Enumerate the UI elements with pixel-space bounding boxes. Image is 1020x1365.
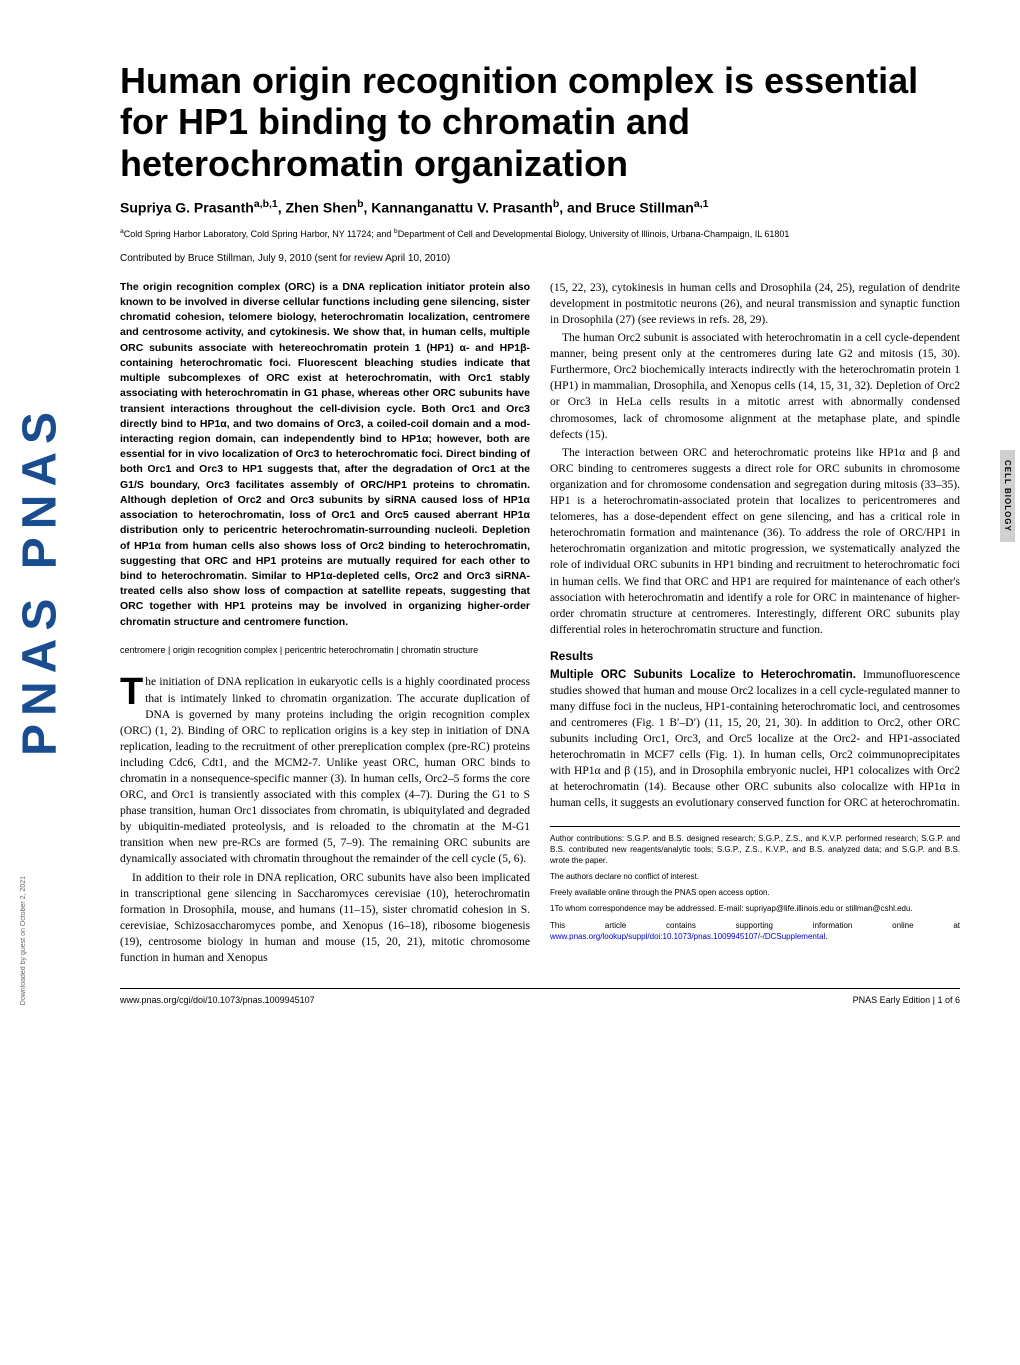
contributed-line: Contributed by Bruce Stillman, July 9, 2… [120, 253, 960, 264]
page-footer: www.pnas.org/cgi/doi/10.1073/pnas.100994… [120, 988, 960, 1005]
right-p1: (15, 22, 23), cytokinesis in human cells… [550, 280, 960, 328]
results-heading: Results [550, 648, 960, 665]
dropcap: T [120, 674, 145, 708]
footer-doi: www.pnas.org/cgi/doi/10.1073/pnas.100994… [120, 995, 315, 1005]
right-p2: The human Orc2 subunit is associated wit… [550, 330, 960, 443]
intro-paragraph-2: In addition to their role in DNA replica… [120, 870, 530, 967]
author-contributions: Author contributions: S.G.P. and B.S. de… [550, 833, 960, 867]
article-title: Human origin recognition complex is esse… [120, 60, 960, 184]
left-column: The origin recognition complex (ORC) is … [120, 280, 530, 968]
intro-paragraph-1: The initiation of DNA replication in euk… [120, 674, 530, 867]
results-p1: Multiple ORC Subunits Localize to Hetero… [550, 667, 960, 812]
results-subhead: Multiple ORC Subunits Localize to Hetero… [550, 669, 856, 681]
authors-line: Supriya G. Prasantha,b,1, Zhen Shenb, Ka… [120, 198, 960, 216]
intro-p1-text: he initiation of DNA replication in euka… [120, 676, 530, 865]
open-access-statement: Freely available online through the PNAS… [550, 887, 960, 898]
conflict-statement: The authors declare no conflict of inter… [550, 871, 960, 882]
footer-page-info: PNAS Early Edition | 1 of 6 [853, 995, 960, 1005]
correspondence: 1To whom correspondence may be addressed… [550, 903, 960, 914]
right-p3: The interaction between ORC and heteroch… [550, 445, 960, 638]
page-container: Human origin recognition complex is esse… [0, 0, 1020, 1035]
supplement-link[interactable]: www.pnas.org/lookup/suppl/doi:10.1073/pn… [550, 932, 825, 941]
results-p1-text: Immunofluorescence studies showed that h… [550, 669, 960, 810]
abstract: The origin recognition complex (ORC) is … [120, 280, 530, 630]
two-column-layout: The origin recognition complex (ORC) is … [120, 280, 960, 968]
footnotes: Author contributions: S.G.P. and B.S. de… [550, 826, 960, 943]
keywords: centromere | origin recognition complex … [120, 644, 530, 657]
supplement-note: This article contains supporting informa… [550, 920, 960, 942]
right-column: (15, 22, 23), cytokinesis in human cells… [550, 280, 960, 968]
affiliations: aCold Spring Harbor Laboratory, Cold Spr… [120, 228, 960, 239]
supplement-prefix: This article contains supporting informa… [550, 921, 960, 930]
